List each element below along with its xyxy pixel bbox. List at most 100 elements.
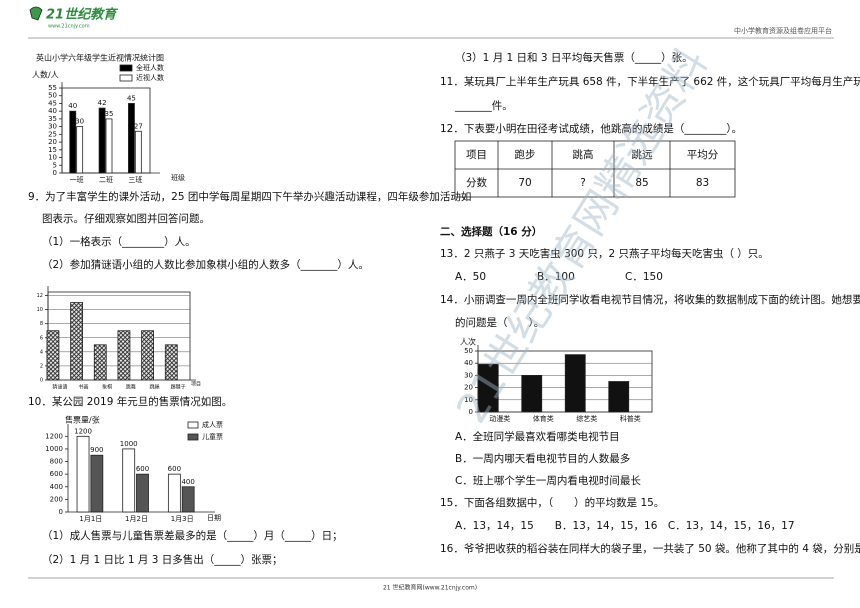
option: B．100 <box>537 271 575 283</box>
x-axis-label: 项目 <box>191 382 201 388</box>
y-tick-label: 4 <box>40 349 43 355</box>
q14-line: 14．小丽调查一周内全班同学收看电视节目情况，将收集的数据制成下面的统计图。她想… <box>440 293 860 306</box>
y-tick-label: 30 <box>48 123 57 131</box>
value-label: 600 <box>168 465 181 473</box>
y-axis-label: 售票量/张 <box>65 415 100 425</box>
table-cell: 跑步 <box>515 148 536 161</box>
y-tick-label: 10 <box>37 307 43 313</box>
y-tick-label: 5 <box>53 161 57 169</box>
value-label: 27 <box>134 122 143 130</box>
y-tick-label: 200 <box>50 495 63 503</box>
footer: 21 世纪教育网(www.21cnjy.com) <box>383 584 477 592</box>
x-tick-label: 跳绳 <box>149 384 159 391</box>
bar <box>141 330 155 381</box>
bar <box>76 126 84 174</box>
bar <box>477 364 499 413</box>
x-axis-label: 班级 <box>171 173 185 182</box>
y-tick-label: 25 <box>48 130 57 138</box>
table-cell: 项目 <box>466 149 487 161</box>
y-tick-label: 40 <box>464 359 473 367</box>
q11-line: 11．某玩具厂上半年生产玩具 658 件，下半年生产了 662 件，这个玩具厂平… <box>440 75 860 88</box>
y-tick-label: 0 <box>469 408 473 416</box>
value-label: 900 <box>90 446 103 454</box>
bar <box>122 448 136 513</box>
q16-text: 16．爷爷把收获的稻谷装在同样大的袋子里，一共装了 50 袋。他称了其中的 4 … <box>440 542 860 555</box>
y-tick-label: 0 <box>40 378 43 384</box>
legend-label: 成人票 <box>202 420 223 429</box>
bar <box>98 107 106 174</box>
x-tick-label: 三班 <box>128 175 142 184</box>
legend-swatch <box>119 64 133 72</box>
value-label: 600 <box>136 465 149 473</box>
q10-part: （2）1 月 1 日比 1 月 3 日多售出（_____）张票； <box>42 553 283 566</box>
x-tick-label: 一班 <box>70 175 84 184</box>
y-tick-label: 0 <box>59 508 63 516</box>
option: B．一周内哪天看电视节目的人数最多 <box>455 452 630 465</box>
y-tick-label: 15 <box>48 146 57 154</box>
y-tick-label: 6 <box>40 335 43 341</box>
y-tick-label: 50 <box>48 92 57 100</box>
x-tick-label: 猜谜语 <box>52 384 67 391</box>
y-tick-label: 400 <box>50 483 63 491</box>
y-tick-label: 12 <box>37 293 43 299</box>
q10-text: 10．某公园 2019 年元旦的售票情况如图。 <box>28 395 232 408</box>
chart: 0 2 4 6 8 10 12 猜谜语 书画 象棋 跳舞 跳绳 踢毽子 项目 <box>37 286 201 391</box>
chart: 0510152025303540455055一班4030二班4235三班4527… <box>32 53 185 185</box>
q9-line: 图表示。仔细观察如图并回答问题。 <box>42 212 210 225</box>
bar <box>181 486 195 513</box>
q15-text: 15．下面各组数据中，（ ）的平均数是 15。 <box>440 496 664 509</box>
y-tick-label: 8 <box>40 321 43 327</box>
x-tick-label: 踢毽子 <box>171 384 186 391</box>
value-label: 1000 <box>120 440 138 448</box>
x-tick-label: 1月2日 <box>125 515 148 523</box>
legend-label: 儿童票 <box>202 432 223 441</box>
x-tick-label: 书画 <box>78 384 88 391</box>
y-tick-label: 45 <box>48 99 57 107</box>
value-label: 1200 <box>74 427 92 435</box>
bar <box>134 130 142 174</box>
bar <box>69 110 77 174</box>
x-tick-label: 体育类 <box>533 414 554 423</box>
bar <box>76 435 90 513</box>
y-tick-label: 55 <box>48 84 57 92</box>
q10-part: （1）成人售票与儿童售票差最多的是（_____）月（_____）日； <box>42 529 343 542</box>
bar <box>164 344 178 381</box>
option: C．150 <box>625 271 663 283</box>
logo-url: www.21cnjy.com <box>48 24 90 30</box>
y-tick-label: 35 <box>48 115 57 123</box>
bar <box>564 354 586 413</box>
x-tick-label: 象棋 <box>102 384 112 391</box>
chart: 0 10 20 30 40 50 动漫类 体育类 综艺类 科普类 人次 <box>460 337 653 423</box>
option: C．班上哪个学生一周内看电视时间最长 <box>455 474 641 487</box>
y-tick-label: 10 <box>464 396 473 404</box>
bar <box>167 473 181 513</box>
q13-text: 13．2 只燕子 3 天吃害虫 300 只，2 只燕子平均每天吃害虫（ ）只。 <box>440 247 769 260</box>
y-tick-label: 800 <box>50 458 63 466</box>
y-tick-label: 20 <box>48 138 57 146</box>
q9-part: （2）参加猜谜语小组的人数比参加象棋小组的人数多（_______）人。 <box>42 258 369 271</box>
option: A．50 <box>455 271 486 283</box>
legend-swatch <box>187 433 199 441</box>
x-tick-label: 1月1日 <box>79 515 102 523</box>
value-label: 40 <box>68 102 77 110</box>
bar <box>136 473 149 513</box>
value-label: 35 <box>105 110 114 118</box>
y-tick-label: 40 <box>48 107 57 115</box>
table-cell: 跳高 <box>573 148 594 161</box>
value-label: 45 <box>127 94 136 102</box>
x-tick-label: 跳舞 <box>126 384 136 391</box>
platform: 中小学教育资源及组卷应用平台 <box>734 26 832 35</box>
bar <box>608 381 630 413</box>
table-cell: ? <box>580 177 586 189</box>
y-tick-label: 20 <box>464 384 473 392</box>
option: A．13，14，15 B．13，14，15，16 C．13，14，15，16，1… <box>455 520 795 532</box>
y-axis-label: 人数/人 <box>32 70 59 80</box>
y-tick-label: 30 <box>464 371 473 379</box>
legend-label: 全班人数 <box>136 63 164 72</box>
value-label: 30 <box>75 118 84 126</box>
logo: 21世纪教育 <box>46 7 118 23</box>
table-cell: 70 <box>518 177 531 189</box>
